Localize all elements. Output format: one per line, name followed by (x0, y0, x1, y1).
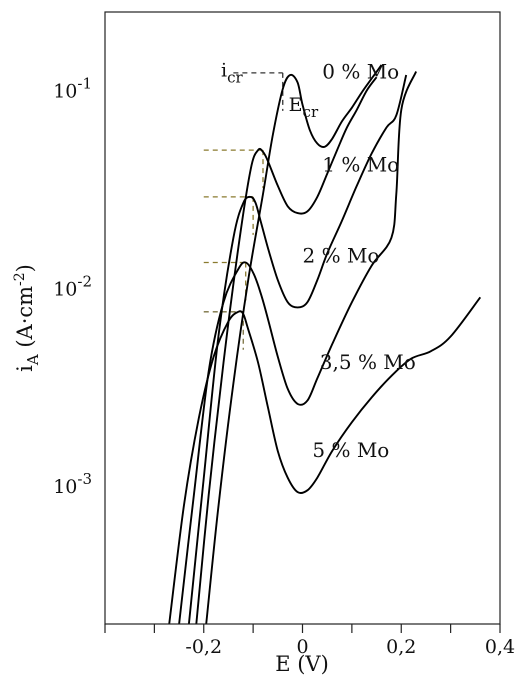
series-label-3-5-mo: 3,5 % Mo (320, 350, 416, 374)
chart-labels: -0,2 0 0,2 0,4 10-1 10-2 10-3 0 % Mo 1 % Mo 2 % M… (53, 59, 515, 658)
y-tick-label: 10-3 (53, 470, 92, 498)
series-line-5-mo (168, 296, 482, 625)
y-tick-label: 10-2 (53, 272, 92, 300)
series-line-0-mo (205, 64, 383, 625)
series-line-2-mo (187, 74, 408, 625)
series-label-5-mo: 5 % Mo (312, 438, 389, 462)
y-axis-title-sub: A (24, 354, 42, 366)
y-tick-label: 10-1 (53, 75, 92, 103)
series-line-1-mo (195, 76, 378, 625)
series-label-2-mo: 2 % Mo (303, 243, 380, 267)
x-axis-title: E (V) (275, 652, 329, 676)
x-tick-label: 0 (296, 636, 308, 658)
x-axis-ticks (104, 624, 501, 633)
y-axis-title-unit-close: ) (13, 264, 37, 272)
series-label-1-mo: 1 % Mo (322, 152, 399, 176)
series-line-3-5-mo (178, 71, 417, 625)
y-axis-title-unit-exp: -2 (12, 272, 28, 286)
y-axis-title-main: i (13, 365, 37, 372)
annotation-i-cr: icr (221, 59, 243, 86)
series-label-0-mo: 0 % Mo (322, 60, 399, 84)
x-tick-label: -0,2 (185, 636, 222, 658)
x-tick-label: 0,2 (386, 636, 416, 658)
annotation-e-cr: Ecr (289, 94, 319, 121)
x-tick-label: 0,4 (485, 636, 515, 658)
y-axis-title: iA (A·cm-2) (12, 264, 42, 372)
y-axis-title-unit: (A·cm (13, 286, 37, 354)
series-curves (168, 64, 482, 625)
